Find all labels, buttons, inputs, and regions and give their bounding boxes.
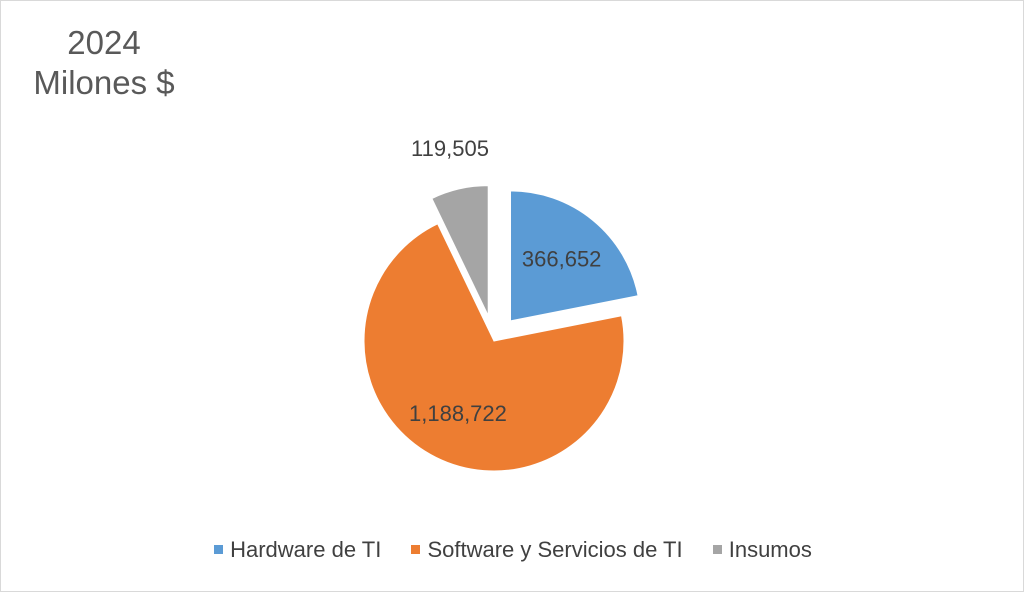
legend-label-hardware: Hardware de TI (230, 537, 382, 562)
chart-title-units: Milones $ (33, 64, 175, 101)
data-label-hardware: 366,652 (522, 247, 602, 272)
legend-item-hardware: Hardware de TI (214, 537, 381, 563)
legend-swatch-hardware (214, 545, 224, 554)
legend-swatch-software (411, 545, 421, 554)
pie-slice-hardware (510, 190, 639, 322)
legend-label-software: Software y Servicios de TI (427, 537, 683, 562)
chart-title: 2024 Milones $ (19, 23, 189, 103)
pie-slice-insumos (431, 185, 489, 316)
legend-item-insumos: Insumos (712, 537, 812, 563)
pie-slice-software (363, 223, 625, 472)
legend-item-software: Software y Servicios de TI (411, 537, 683, 563)
chart-title-year: 2024 (67, 24, 141, 61)
legend-label-insumos: Insumos (728, 537, 812, 562)
data-label-software: 1,188,722 (409, 401, 507, 426)
chart-legend: Hardware de TI Software y Servicios de T… (1, 537, 1024, 563)
data-label-insumos: 119,505 (411, 136, 489, 161)
legend-swatch-insumos (712, 545, 722, 554)
